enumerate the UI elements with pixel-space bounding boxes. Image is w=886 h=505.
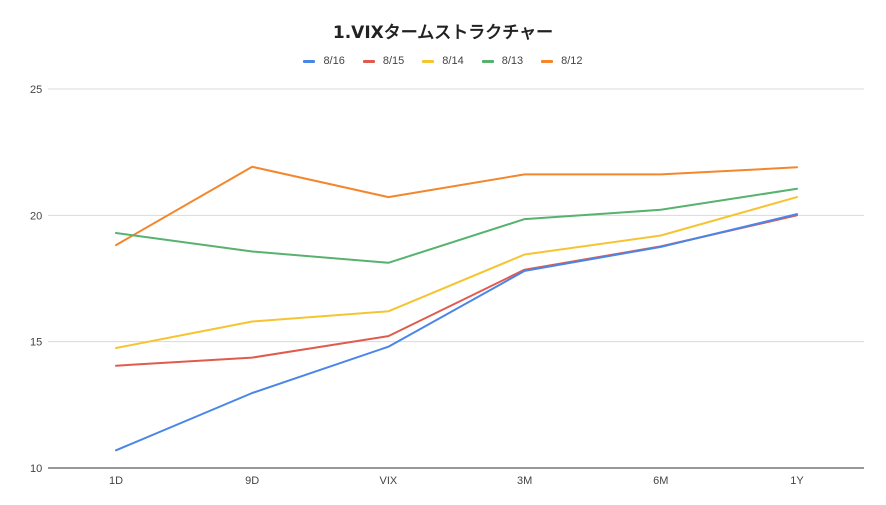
- legend-label: 8/16: [323, 55, 345, 67]
- legend-item[interactable]: 8/16: [303, 55, 345, 67]
- axis-ticks: 25 20 15 10 1D 9D VIX 3M 6M 1Y: [30, 84, 804, 487]
- x-tick-label: VIX: [380, 475, 398, 487]
- legend-label: 8/14: [442, 55, 464, 67]
- gridlines: [48, 88, 864, 469]
- legend-swatch: [422, 59, 435, 63]
- x-tick-label: 3M: [517, 475, 532, 487]
- legend-swatch: [541, 59, 554, 63]
- chart-title: 1.VIXタームストラクチャー: [332, 23, 554, 43]
- y-tick-label: 15: [30, 337, 42, 349]
- series-line-8-12: [115, 165, 798, 247]
- series-line-8-13: [115, 187, 798, 264]
- series-line-8-14: [115, 196, 798, 349]
- legend-item[interactable]: 8/14: [422, 55, 464, 67]
- legend-item[interactable]: 8/15: [362, 55, 405, 67]
- y-tick-label: 10: [30, 463, 42, 475]
- y-tick-label: 25: [30, 84, 42, 96]
- legend: 8/16 8/15 8/14 8/13 8/12: [0, 55, 886, 67]
- x-tick-label: 1Y: [790, 475, 804, 487]
- x-tick-label: 1D: [109, 475, 123, 487]
- x-tick-label: 6M: [653, 475, 668, 487]
- legend-label: 8/12: [561, 55, 583, 67]
- legend-item[interactable]: 8/13: [481, 55, 524, 67]
- legend-label: 8/15: [382, 55, 405, 67]
- series-lines: [115, 165, 798, 452]
- legend-swatch: [303, 59, 316, 63]
- series-line-8-16: [115, 213, 798, 452]
- legend-item[interactable]: 8/12: [541, 55, 583, 67]
- legend-label: 8/13: [501, 55, 524, 67]
- legend-swatch: [362, 59, 375, 63]
- y-tick-label: 20: [30, 210, 42, 222]
- legend-swatch: [481, 59, 494, 63]
- x-tick-label: 9D: [245, 475, 259, 487]
